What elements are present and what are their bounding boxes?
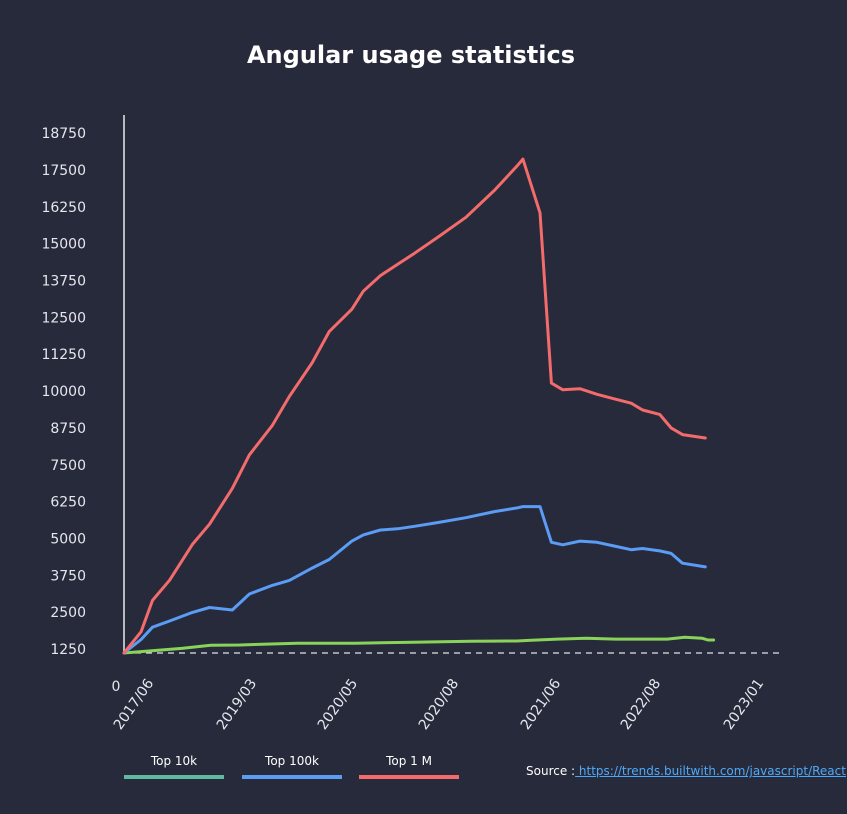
x-tick-label: 2021/06 bbox=[518, 676, 565, 733]
series-line-top-10k bbox=[122, 635, 716, 655]
y-tick-label: 10000 bbox=[41, 384, 86, 400]
y-tick-label: 11250 bbox=[41, 347, 86, 363]
chart-title: Angular usage statistics bbox=[247, 41, 575, 69]
y-tick-label: 3750 bbox=[50, 568, 86, 584]
source-link[interactable]: https://trends.builtwith.com/javascript/… bbox=[575, 764, 846, 778]
legend-label: Top 1 M bbox=[386, 754, 432, 768]
legend-item-top-100k: Top 100k bbox=[242, 754, 342, 779]
series-line-top-100k bbox=[122, 505, 707, 655]
y-tick-label: 12500 bbox=[41, 310, 86, 326]
x-tick-label: 2020/08 bbox=[416, 676, 462, 733]
y-tick-label: 5000 bbox=[50, 531, 86, 547]
legend-label: Top 10k bbox=[150, 754, 198, 768]
legend-swatch bbox=[124, 775, 224, 779]
x-tick-label: 2020/05 bbox=[315, 676, 361, 733]
y-tick-label: 15000 bbox=[41, 237, 86, 253]
y-tick-label: 16250 bbox=[41, 200, 86, 216]
source-label: Source : bbox=[526, 764, 576, 778]
legend-label: Top 100k bbox=[265, 754, 319, 768]
y-tick-label: 17500 bbox=[41, 163, 86, 179]
y-tick-label: 8750 bbox=[50, 421, 86, 437]
y-tick-label: 2500 bbox=[50, 605, 86, 621]
y-tick-label: 7500 bbox=[50, 458, 86, 474]
legend-swatch bbox=[242, 775, 342, 779]
y-tick-label: 6250 bbox=[50, 495, 86, 511]
series-line-top-1-m bbox=[122, 157, 707, 655]
legend-item-top-10k: Top 10k bbox=[124, 754, 224, 779]
legend-swatch bbox=[359, 775, 459, 779]
x-tick-label: 2019/03 bbox=[214, 676, 260, 733]
y-tick-label: 13750 bbox=[41, 274, 86, 290]
y-tick-label: 18750 bbox=[41, 126, 86, 142]
legend-item-top-1m: Top 1 M bbox=[359, 754, 459, 779]
source-note: Source : https://trends.builtwith.com/ja… bbox=[526, 764, 846, 778]
x-tick-label: 2022/08 bbox=[618, 676, 664, 733]
y-tick-label: 1250 bbox=[50, 642, 86, 658]
x-origin-label: 0 bbox=[112, 679, 121, 695]
x-tick-label: 2023/01 bbox=[721, 676, 767, 733]
